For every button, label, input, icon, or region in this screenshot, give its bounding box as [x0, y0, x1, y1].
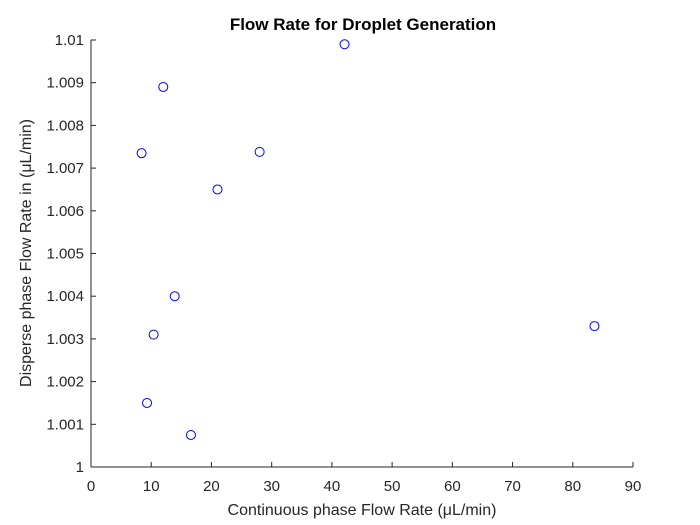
scatter-point — [212, 184, 223, 195]
scatter-point — [339, 39, 350, 50]
x-axis-title: Continuous phase Flow Rate (μL/min) — [228, 502, 497, 519]
data-points — [136, 39, 600, 440]
y-tick-label: 1.003 — [46, 331, 84, 348]
scatter-point — [185, 429, 196, 440]
x-tick-label: 50 — [384, 478, 401, 495]
y-tick-label: 1.006 — [46, 203, 84, 220]
x-tick-label: 20 — [203, 478, 220, 495]
x-tick-label: 40 — [324, 478, 341, 495]
scatter-point — [169, 291, 180, 302]
y-tick-label: 1.008 — [46, 117, 84, 134]
y-ticks: 1 1.001 1.002 1.003 1.004 1.005 1.006 1.007 1.00… — [46, 32, 96, 476]
y-tick-label: 1.001 — [46, 416, 84, 433]
y-axis-title: Disperse phase Flow Rate in (μL/min) — [18, 119, 35, 387]
y-tick-label: 1.002 — [46, 374, 84, 391]
scatter-point — [142, 397, 153, 408]
y-tick-label: 1.005 — [46, 246, 84, 263]
scatter-point — [254, 146, 265, 157]
y-tick-label: 1.007 — [46, 160, 84, 177]
y-tick-label: 1.009 — [46, 75, 84, 92]
x-tick-label: 30 — [263, 478, 280, 495]
x-tick-label: 0 — [87, 478, 95, 495]
chart-title: Flow Rate for Droplet Generation — [230, 15, 496, 34]
y-tick-label: 1 — [76, 459, 84, 476]
scatter-point — [158, 81, 169, 92]
x-tick-label: 70 — [504, 478, 521, 495]
x-tick-label: 60 — [444, 478, 461, 495]
x-ticks: 0 10 20 30 40 50 60 70 80 90 — [87, 462, 642, 495]
scatter-point — [136, 148, 147, 159]
x-tick-label: 90 — [625, 478, 642, 495]
y-tick-label: 1.01 — [55, 32, 84, 49]
axes — [90, 40, 633, 468]
scatter-point — [589, 321, 600, 332]
y-tick-label: 1.004 — [46, 288, 84, 305]
scatter-point — [148, 329, 159, 340]
x-tick-label: 10 — [143, 478, 160, 495]
plot-area — [91, 40, 633, 467]
x-tick-label: 80 — [564, 478, 581, 495]
